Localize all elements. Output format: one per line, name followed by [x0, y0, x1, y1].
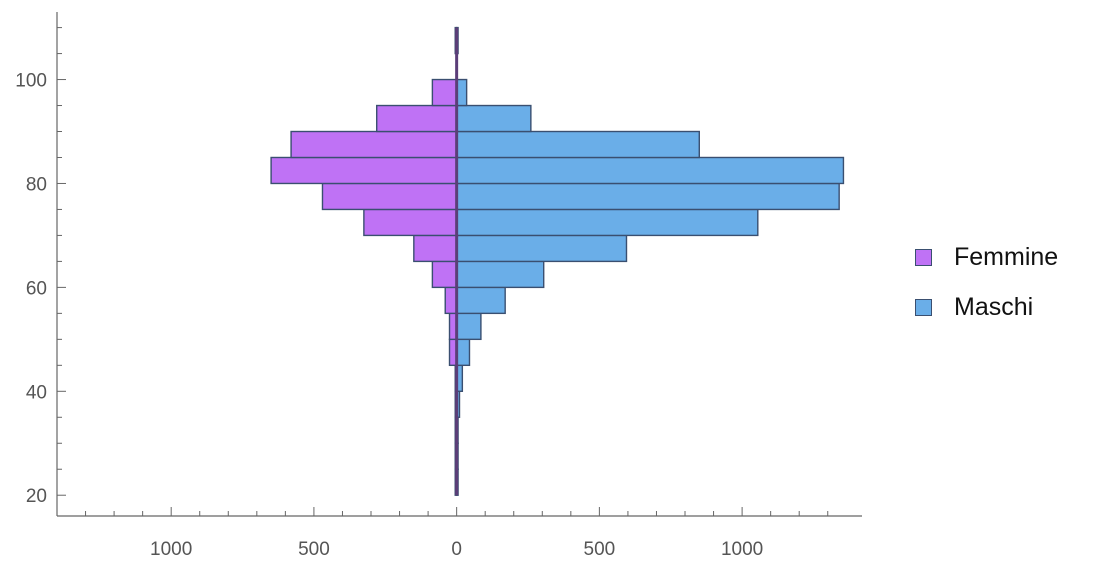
- bar-femmine-65: [413, 234, 458, 263]
- bar-maschi-80: [455, 156, 845, 185]
- legend-label-maschi: Maschi: [954, 292, 1034, 321]
- x-tick-label-3: 500: [584, 539, 616, 560]
- x-tick-label-1: 500: [298, 539, 330, 560]
- axes-layer: 20 40 60 80 100 1000 500 0 500 1000: [15, 12, 862, 560]
- bar-maschi-60: [455, 260, 545, 289]
- bar-femmine-70: [363, 208, 458, 237]
- bar-femmine-75: [321, 182, 458, 211]
- bar-maschi-85: [455, 130, 700, 159]
- x-tick-label-4: 1000: [721, 539, 763, 560]
- y-tick-label-100: 100: [15, 71, 47, 92]
- y-tick-label-60: 60: [26, 278, 47, 299]
- bars-layer: [270, 26, 845, 496]
- legend-item-maschi: Maschi: [915, 290, 1058, 324]
- y-tick-label-20: 20: [26, 486, 47, 507]
- bar-femmine-80: [270, 156, 458, 185]
- legend-swatch-femmine: [915, 248, 932, 266]
- legend-label-femmine: Femmine: [954, 242, 1059, 271]
- bar-maschi-90: [455, 104, 532, 133]
- bar-femmine-95: [431, 78, 458, 107]
- x-tick-label-0: 1000: [150, 539, 192, 560]
- bar-maschi-75: [455, 182, 840, 211]
- legend-item-femmine: Femmine: [915, 240, 1058, 274]
- bar-maschi-50: [455, 312, 482, 341]
- bar-femmine-55: [444, 286, 458, 315]
- y-tick-label-40: 40: [26, 382, 47, 403]
- bar-maschi-70: [455, 208, 759, 237]
- bar-femmine-60: [431, 260, 458, 289]
- y-tick-label-80: 80: [26, 174, 47, 195]
- bar-femmine-85: [290, 130, 458, 159]
- bar-maschi-65: [455, 234, 628, 263]
- x-tick-label-2: 0: [451, 539, 462, 560]
- bar-maschi-55: [455, 286, 506, 315]
- bar-femmine-90: [376, 104, 458, 133]
- legend-swatch-maschi: [915, 298, 932, 316]
- legend: Femmine Maschi: [915, 240, 1058, 340]
- bar-maschi-45: [455, 338, 471, 367]
